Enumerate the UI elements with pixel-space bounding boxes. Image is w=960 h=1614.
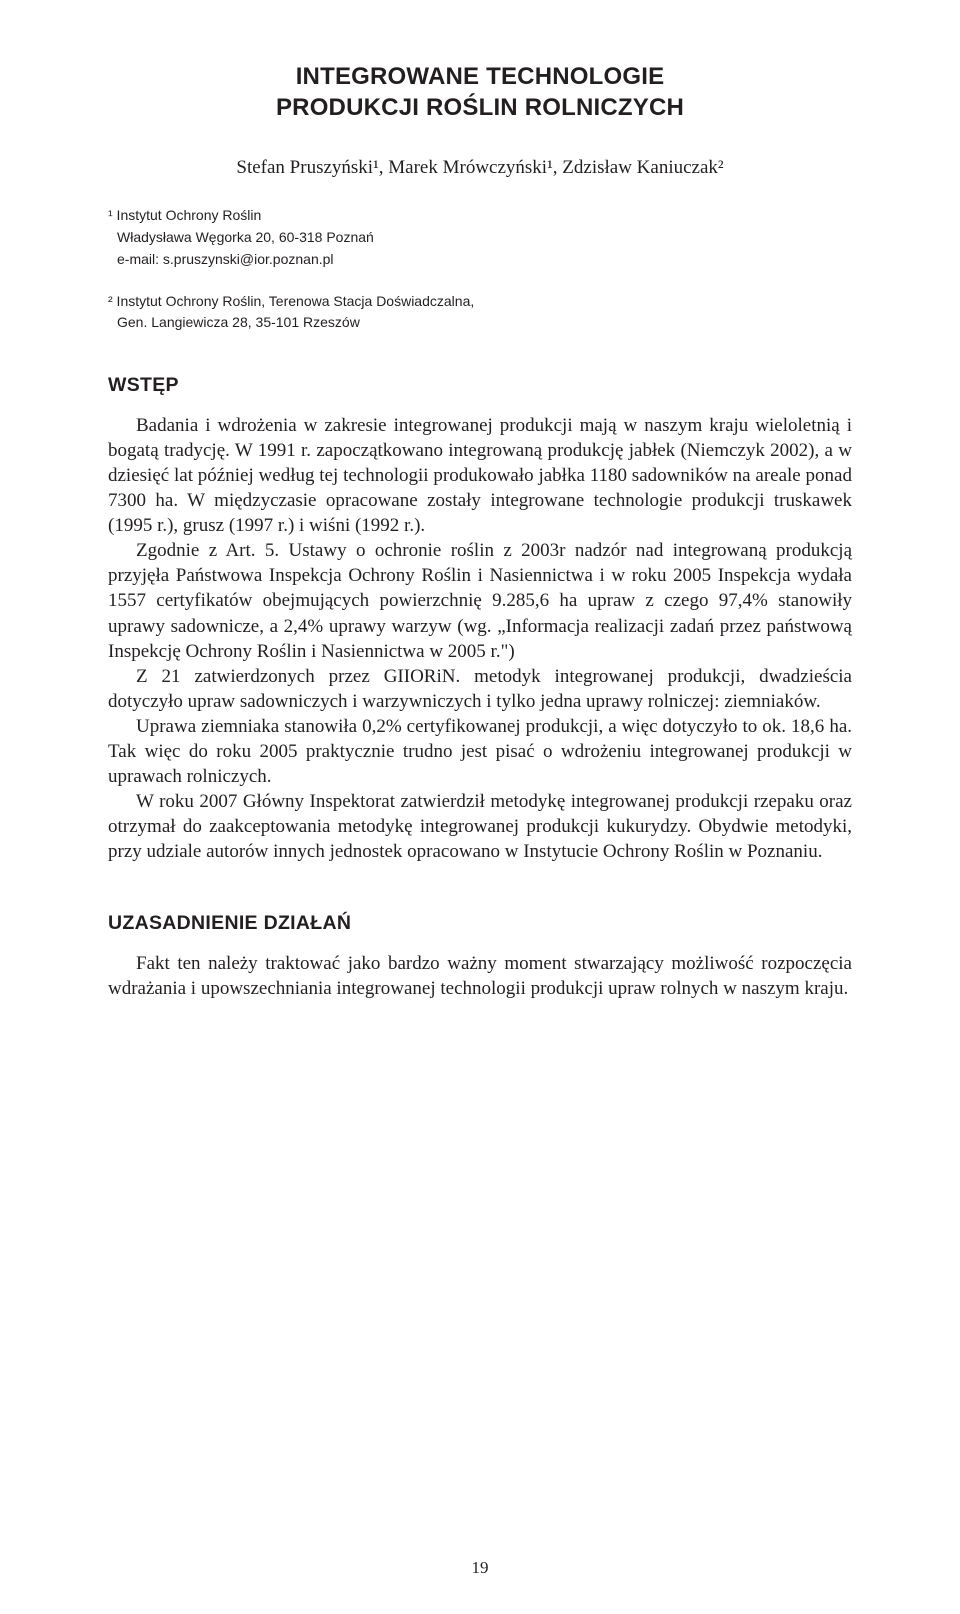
section-heading-uzasadnienie: UZASADNIENIE DZIAŁAŃ — [108, 912, 852, 935]
affil-2-line-2: Gen. Langiewicza 28, 35-101 Rzeszów — [108, 312, 852, 334]
uzasadnienie-paragraph-1: Fakt ten należy traktować jako bardzo wa… — [108, 951, 852, 1001]
page: INTEGROWANE TECHNOLOGIE PRODUKCJI ROŚLIN… — [0, 0, 960, 1614]
affiliation-block-1: ¹ Instytut Ochrony Roślin Władysława Węg… — [108, 205, 852, 270]
title-line-1: INTEGROWANE TECHNOLOGIE — [296, 63, 665, 90]
authors-line: Stefan Pruszyński¹, Marek Mrówczyński¹, … — [108, 157, 852, 179]
wstep-paragraph-3: Z 21 zatwierdzonych przez GIIORiN. metod… — [108, 664, 852, 714]
affil-gap — [108, 281, 852, 291]
title-line-2: PRODUKCJI ROŚLIN ROLNICZYCH — [276, 94, 684, 121]
affil-1-line-2: Władysława Węgorka 20, 60-318 Poznań — [108, 227, 852, 249]
page-number: 19 — [0, 1558, 960, 1578]
wstep-paragraph-4: Uprawa ziemniaka stanowiła 0,2% certyfik… — [108, 714, 852, 789]
wstep-paragraph-1: Badania i wdrożenia w zakresie integrowa… — [108, 413, 852, 538]
affil-1-line-3: e-mail: s.pruszynski@ior.poznan.pl — [108, 249, 852, 271]
affil-1-line-1: ¹ Instytut Ochrony Roślin — [108, 205, 852, 227]
document-title: INTEGROWANE TECHNOLOGIE PRODUKCJI ROŚLIN… — [108, 62, 852, 123]
affiliation-block-2: ² Instytut Ochrony Roślin, Terenowa Stac… — [108, 291, 852, 334]
affil-2-line-1: ² Instytut Ochrony Roślin, Terenowa Stac… — [108, 291, 852, 313]
section-heading-wstep: WSTĘP — [108, 374, 852, 397]
wstep-paragraph-2: Zgodnie z Art. 5. Ustawy o ochronie rośl… — [108, 538, 852, 663]
wstep-paragraph-5: W roku 2007 Główny Inspektorat zatwierdz… — [108, 789, 852, 864]
